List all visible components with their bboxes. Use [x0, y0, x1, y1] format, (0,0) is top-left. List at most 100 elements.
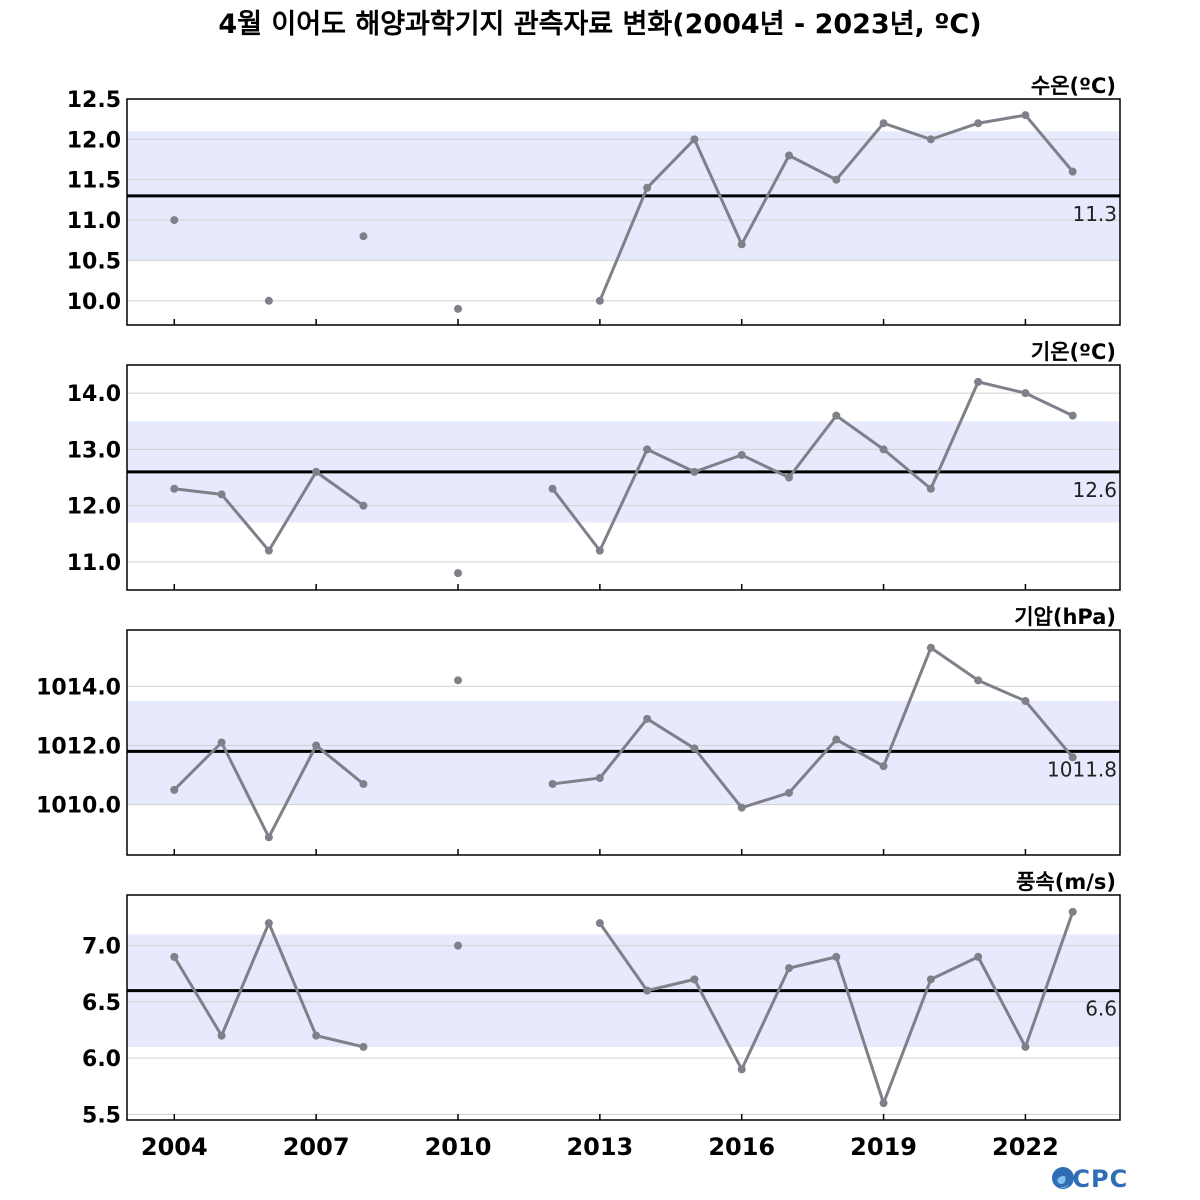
series-segment — [645, 977, 696, 993]
data-point — [974, 952, 983, 961]
y-tick-label: 1012.0 — [36, 734, 121, 759]
data-point — [170, 952, 179, 961]
series-segment — [692, 977, 744, 1071]
data-point — [548, 779, 557, 788]
y-tick-label: 1010.0 — [36, 794, 121, 819]
data-point — [170, 484, 179, 493]
series-segment — [692, 746, 744, 810]
data-point — [264, 296, 273, 305]
series-segment — [598, 921, 649, 993]
series-segment — [551, 487, 602, 553]
data-point — [264, 833, 273, 842]
series-segment — [740, 966, 791, 1071]
series-segment — [220, 492, 271, 553]
data-point — [737, 240, 746, 249]
series-segment — [929, 646, 980, 682]
panel-label: 풍속(m/s) — [1016, 870, 1116, 894]
data-point — [879, 119, 888, 128]
y-tick-label: 14.0 — [67, 382, 121, 407]
series-segment — [1023, 113, 1075, 174]
data-point — [643, 986, 652, 995]
y-tick-label: 11.5 — [67, 169, 121, 194]
data-point — [359, 501, 368, 510]
panel-label: 기압(hPa) — [1014, 605, 1116, 629]
series-segment — [976, 678, 1027, 703]
series-segment — [172, 487, 224, 496]
data-point — [170, 216, 179, 225]
data-point — [785, 473, 793, 482]
series-segment — [740, 453, 791, 479]
y-tick-label: 10.5 — [67, 249, 121, 274]
y-tick-label: 7.0 — [82, 935, 121, 960]
chart-panels: 10.0 10.5 11.0 11.5 12.0 12.5 11.3 수온(ºC) 11.0 12… — [36, 74, 1121, 1128]
chart-panel-4: 5.5 6.0 6.5 7.0 6.6 풍속(m/s) — [82, 870, 1121, 1128]
y-tick-label: 6.0 — [82, 1047, 121, 1072]
chart-panel-2: 11.0 12.0 13.0 14.0 12.6 기온(ºC) — [67, 340, 1121, 591]
x-tick-label: 2010 — [425, 1133, 492, 1161]
data-point — [926, 643, 935, 652]
x-tick-label: 2019 — [850, 1133, 917, 1161]
series-segment — [882, 977, 933, 1105]
data-point — [217, 738, 226, 747]
series-segment — [551, 776, 602, 786]
data-point — [926, 484, 935, 493]
panel-frame — [126, 894, 1121, 1121]
data-point — [359, 779, 368, 788]
data-point — [595, 296, 604, 305]
mean-value-label: 1011.8 — [1047, 757, 1117, 781]
data-point — [879, 445, 888, 454]
data-point — [359, 232, 368, 241]
data-point — [832, 735, 841, 744]
series-segment — [1023, 699, 1075, 759]
panel-label: 수온(ºC) — [1031, 74, 1116, 98]
series-segment — [976, 113, 1027, 125]
panel-frame — [126, 364, 1121, 591]
series-segment — [314, 470, 365, 508]
series-segment — [220, 741, 271, 839]
series-segment — [787, 414, 838, 479]
data-point — [1068, 411, 1077, 420]
logo-text: OCPC — [1051, 1165, 1128, 1193]
data-point — [643, 445, 652, 454]
data-point — [690, 744, 699, 753]
series-segment — [929, 121, 980, 141]
chart-panel-1: 10.0 10.5 11.0 11.5 12.0 12.5 11.3 수온(ºC) — [67, 74, 1121, 326]
data-point — [879, 762, 888, 771]
data-point — [1068, 753, 1077, 762]
series-segment — [692, 453, 744, 474]
data-point — [312, 1031, 321, 1040]
chart-panel-3: 1010.0 1012.0 1014.0 1011.8 기압(hPa) — [36, 605, 1121, 856]
data-point — [737, 803, 746, 812]
data-point — [595, 546, 604, 555]
series-segment — [882, 646, 933, 768]
series-segment — [598, 186, 649, 303]
data-point — [643, 714, 652, 723]
data-point — [1068, 907, 1077, 916]
series-segment — [220, 921, 271, 1038]
series-segment — [267, 470, 318, 553]
series-segment — [314, 1034, 365, 1049]
series-segment — [598, 447, 649, 553]
data-point — [737, 451, 746, 459]
data-point — [974, 377, 983, 386]
y-tick-label: 12.5 — [67, 88, 121, 113]
data-point — [312, 467, 321, 476]
data-point — [737, 1065, 746, 1074]
data-point — [454, 941, 462, 950]
data-point — [1021, 111, 1030, 120]
series-segment — [267, 921, 318, 1038]
mean-value-label: 12.6 — [1072, 478, 1117, 502]
y-tick-label: 13.0 — [67, 438, 121, 463]
data-point — [785, 964, 793, 973]
mean-value-label: 6.6 — [1085, 997, 1117, 1021]
y-tick-label: 6.5 — [82, 991, 121, 1016]
data-point — [217, 490, 226, 499]
data-point — [690, 467, 699, 476]
data-point — [690, 975, 699, 984]
panel-label: 기온(ºC) — [1031, 340, 1116, 364]
data-point — [170, 785, 179, 794]
series-segment — [787, 955, 838, 970]
data-point — [217, 1031, 226, 1040]
y-tick-label: 10.0 — [67, 290, 121, 315]
